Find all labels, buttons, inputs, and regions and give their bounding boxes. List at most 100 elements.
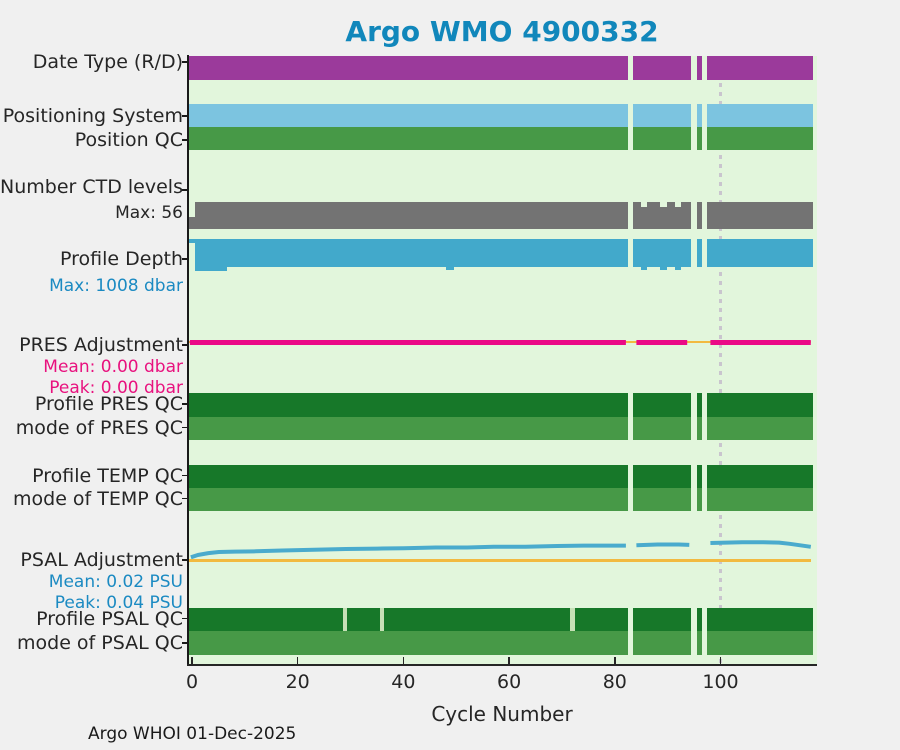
x-axis-label: Cycle Number — [431, 702, 573, 726]
row-label-pres-mean: Mean: 0.00 dbar — [43, 357, 183, 377]
y-tick-mark — [182, 115, 187, 117]
row-label-psal-adjustment: PSAL Adjustment — [20, 549, 183, 571]
profile-psal-qc-qc-gap-sliver — [343, 607, 348, 631]
row-label-positioning-system: Positioning System — [2, 105, 183, 127]
profile-pres-qc-bar-segment — [696, 393, 702, 417]
row-label-mode-pres-qc: mode of PRES QC — [15, 416, 183, 439]
y-tick-mark — [182, 258, 187, 260]
profile-psal-qc-bar-segment — [633, 607, 692, 631]
profile-pres-qc-bar-segment — [633, 393, 692, 417]
profile-temp-qc-bar-segment — [707, 464, 813, 488]
x-tick-label-80: 80 — [602, 671, 627, 693]
position-qc-bar-segment — [707, 127, 813, 150]
ctd-levels-fewer-levels-notch — [660, 201, 667, 207]
profile-psal-qc-bar-segment — [707, 607, 813, 631]
y-tick-mark — [182, 139, 187, 141]
event-marker-line — [719, 55, 722, 666]
position-qc-bar-segment — [633, 127, 692, 150]
row-label-psal-mean: Mean: 0.02 PSU — [48, 571, 183, 592]
row-label-profile-depth: Profile Depth — [60, 248, 183, 270]
ctd-levels-bar-segment — [696, 201, 702, 229]
row-label-date-type: Date Type (R/D) — [32, 51, 183, 73]
x-tick-label-20: 20 — [285, 671, 310, 693]
psal-adjustment-line — [189, 539, 811, 559]
mode-pres-qc-bar-segment — [696, 416, 702, 440]
mode-pres-qc-bar-segment — [633, 416, 692, 440]
y-tick-mark — [182, 344, 187, 346]
profile-depth-first-cycle-shallow-bar — [189, 238, 195, 243]
profile-pres-qc-bar-segment — [707, 393, 813, 417]
mode-psal-qc-bar-segment — [633, 630, 692, 655]
y-tick-mark — [182, 617, 187, 620]
ctd-levels-fewer-levels-notch — [674, 201, 681, 207]
psal-adjustment-line-segment — [189, 543, 626, 559]
profile-psal-qc-bar-segment — [696, 607, 702, 631]
y-tick-mark — [182, 642, 187, 644]
mode-pres-qc-bar-segment — [707, 416, 813, 440]
profile-depth-deeper-notch — [674, 267, 681, 270]
x-tick-label-100: 100 — [702, 671, 739, 693]
footer-credit: Argo WHOI 01-Dec-2025 — [88, 724, 297, 744]
date-type-bar-segment — [696, 55, 702, 80]
profile-depth-bar-segment — [194, 238, 628, 267]
y-tick-mark — [182, 497, 187, 500]
mode-temp-qc-bar-segment — [696, 487, 702, 511]
x-tick-mark — [719, 657, 722, 664]
y-tick-mark — [182, 559, 187, 561]
x-tick-mark — [508, 657, 510, 664]
x-tick-mark — [402, 657, 405, 664]
x-tick-mark — [191, 657, 193, 664]
row-label-pres-peak: Peak: 0.00 dbar — [49, 378, 183, 398]
row-label-ctd-levels: Number CTD levels — [0, 176, 183, 198]
y-tick-mark — [182, 474, 187, 477]
profile-depth-deepest-profiles — [194, 267, 227, 271]
positioning-system-bar-segment — [696, 104, 702, 127]
pres-adjustment-line — [189, 339, 811, 345]
ctd-levels-first-cycle-short-bar — [189, 216, 195, 229]
row-label-psal-peak: Peak: 0.04 PSU — [54, 592, 183, 613]
row-label-position-qc: Position QC — [74, 129, 183, 151]
ctd-levels-bar-segment — [194, 201, 628, 229]
positioning-system-bar-segment — [189, 104, 628, 127]
x-axis-line — [187, 664, 817, 666]
profile-depth-deeper-notch — [445, 267, 454, 270]
positioning-system-bar-segment — [633, 104, 692, 127]
chart-title: Argo WMO 4900332 — [345, 15, 659, 48]
row-label-profile-pres-qc: Profile PRES QC — [34, 393, 183, 415]
position-qc-bar-segment — [189, 127, 628, 150]
x-tick-mark — [296, 657, 299, 664]
y-tick-mark — [182, 426, 187, 429]
row-label-mode-psal-qc: mode of PSAL QC — [17, 632, 183, 654]
mode-psal-qc-bar-segment — [707, 630, 813, 655]
profile-temp-qc-bar-segment — [633, 464, 692, 488]
profile-depth-bar-segment — [707, 238, 813, 267]
profile-pres-qc-bar-segment — [189, 393, 628, 417]
position-qc-bar-segment — [696, 127, 702, 150]
x-tick-label-40: 40 — [391, 671, 416, 693]
psal-adjustment-zero-line — [189, 559, 812, 562]
date-type-bar-segment — [189, 55, 628, 80]
profile-depth-bar-segment — [633, 238, 692, 267]
profile-temp-qc-bar-segment — [189, 464, 628, 488]
date-type-bar-segment — [633, 55, 692, 80]
x-tick-label-0: 0 — [185, 671, 199, 693]
mode-pres-qc-bar-segment — [189, 416, 628, 440]
profile-depth-bar-segment — [696, 238, 702, 267]
row-label-ctd-max: Max: 56 — [115, 203, 183, 223]
profile-psal-qc-bar-segment — [189, 607, 628, 631]
mode-psal-qc-bar-segment — [696, 630, 702, 655]
row-label-pres-adjustment: PRES Adjustment — [19, 334, 183, 356]
row-label-depth-max: Max: 1008 dbar — [49, 275, 183, 296]
x-tick-mark — [614, 657, 616, 664]
positioning-system-bar-segment — [707, 104, 813, 127]
profile-depth-deeper-notch — [660, 267, 667, 270]
row-label-mode-temp-qc: mode of TEMP QC — [13, 487, 183, 510]
mode-temp-qc-bar-segment — [189, 487, 628, 511]
mode-temp-qc-bar-segment — [707, 487, 813, 511]
psal-adjustment-line-segment — [635, 542, 689, 547]
mode-psal-qc-bar-segment — [189, 630, 628, 655]
profile-temp-qc-bar-segment — [696, 464, 702, 488]
row-label-profile-temp-qc: Profile TEMP QC — [32, 464, 183, 487]
date-type-bar-segment — [707, 55, 813, 80]
